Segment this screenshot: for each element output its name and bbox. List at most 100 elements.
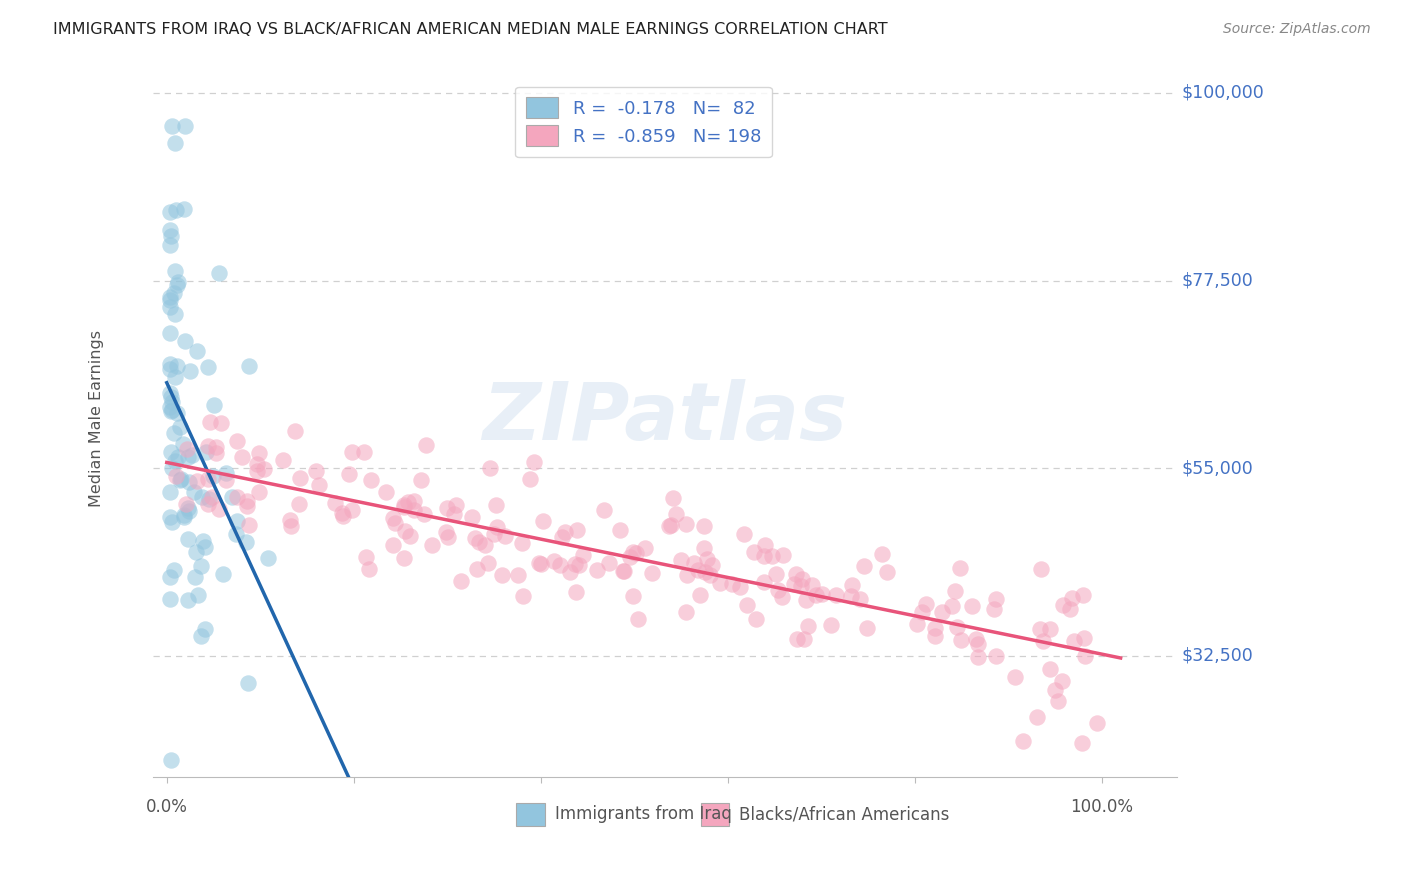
Point bbox=[565, 524, 588, 538]
Text: $100,000: $100,000 bbox=[1181, 84, 1264, 102]
Point bbox=[202, 399, 225, 413]
Point bbox=[820, 618, 842, 632]
Point bbox=[967, 649, 990, 664]
Point bbox=[159, 357, 181, 371]
Point bbox=[554, 524, 576, 539]
Point bbox=[946, 620, 969, 634]
Point bbox=[931, 605, 953, 619]
Text: Median Male Earnings: Median Male Earnings bbox=[89, 330, 104, 507]
Point bbox=[634, 541, 657, 556]
Point bbox=[179, 364, 201, 378]
Point bbox=[482, 527, 505, 541]
Point bbox=[612, 564, 634, 578]
FancyBboxPatch shape bbox=[516, 803, 546, 825]
Point bbox=[527, 556, 550, 570]
Point bbox=[1085, 716, 1108, 731]
Point bbox=[1029, 562, 1052, 576]
Point bbox=[166, 278, 188, 293]
Point bbox=[354, 549, 377, 564]
Point bbox=[623, 589, 645, 603]
Point bbox=[186, 588, 208, 602]
Point bbox=[437, 530, 460, 544]
Point bbox=[1059, 602, 1081, 616]
Point bbox=[494, 529, 516, 543]
Point bbox=[905, 616, 928, 631]
Point bbox=[163, 426, 186, 441]
Point bbox=[359, 562, 381, 576]
Point bbox=[491, 567, 513, 582]
Point bbox=[205, 440, 228, 454]
Point bbox=[332, 508, 354, 523]
Point bbox=[177, 593, 200, 607]
Point bbox=[550, 558, 572, 573]
Point bbox=[197, 360, 219, 375]
Point bbox=[699, 568, 721, 582]
Point bbox=[173, 202, 195, 216]
Point bbox=[384, 516, 406, 530]
Point bbox=[786, 632, 808, 646]
Point bbox=[413, 507, 436, 521]
Text: 0.0%: 0.0% bbox=[146, 797, 187, 815]
Point bbox=[915, 597, 938, 611]
Point bbox=[1043, 683, 1066, 698]
Point bbox=[943, 584, 966, 599]
Point bbox=[484, 499, 506, 513]
Point bbox=[247, 446, 270, 460]
Point bbox=[160, 402, 183, 417]
Point bbox=[730, 580, 752, 594]
Point bbox=[443, 508, 465, 522]
Point bbox=[744, 611, 766, 625]
Point bbox=[280, 518, 302, 533]
Point bbox=[444, 498, 467, 512]
Point bbox=[543, 554, 565, 568]
Point bbox=[523, 455, 546, 469]
Point bbox=[733, 527, 755, 541]
Point bbox=[394, 500, 416, 515]
Point bbox=[214, 473, 236, 487]
Point bbox=[770, 590, 793, 604]
Point bbox=[1060, 591, 1083, 605]
Legend: R =  -0.178   N=  82, R =  -0.859   N= 198: R = -0.178 N= 82, R = -0.859 N= 198 bbox=[515, 87, 772, 157]
Text: $32,500: $32,500 bbox=[1181, 647, 1253, 665]
Point bbox=[950, 633, 973, 648]
Point bbox=[165, 263, 187, 277]
Point bbox=[382, 510, 405, 524]
Point bbox=[825, 588, 848, 602]
Point bbox=[797, 619, 820, 633]
Text: $55,000: $55,000 bbox=[1181, 459, 1253, 477]
Point bbox=[374, 485, 396, 500]
Point bbox=[186, 474, 208, 488]
Point bbox=[564, 558, 586, 572]
Point bbox=[159, 400, 181, 414]
Point bbox=[411, 473, 433, 487]
Point bbox=[572, 548, 595, 562]
Point bbox=[465, 562, 488, 576]
Point bbox=[382, 538, 405, 552]
Point bbox=[337, 467, 360, 481]
Point bbox=[477, 556, 499, 570]
Point bbox=[415, 438, 437, 452]
Point bbox=[486, 520, 509, 534]
Point bbox=[159, 204, 181, 219]
Point bbox=[564, 584, 586, 599]
Point bbox=[735, 599, 758, 613]
Point bbox=[166, 359, 188, 373]
Point bbox=[159, 404, 181, 418]
Point bbox=[284, 424, 307, 438]
Point bbox=[159, 223, 181, 237]
Point bbox=[166, 275, 188, 289]
Point bbox=[159, 510, 181, 524]
Point bbox=[402, 503, 425, 517]
Point bbox=[949, 561, 972, 575]
Point bbox=[621, 545, 644, 559]
Point bbox=[519, 472, 541, 486]
Point bbox=[159, 570, 181, 584]
Point bbox=[176, 442, 198, 456]
Point bbox=[167, 450, 190, 464]
Point bbox=[392, 551, 415, 566]
Point bbox=[983, 602, 1005, 616]
Point bbox=[308, 477, 330, 491]
Point bbox=[793, 632, 815, 646]
Point bbox=[531, 514, 554, 528]
Point bbox=[586, 563, 609, 577]
